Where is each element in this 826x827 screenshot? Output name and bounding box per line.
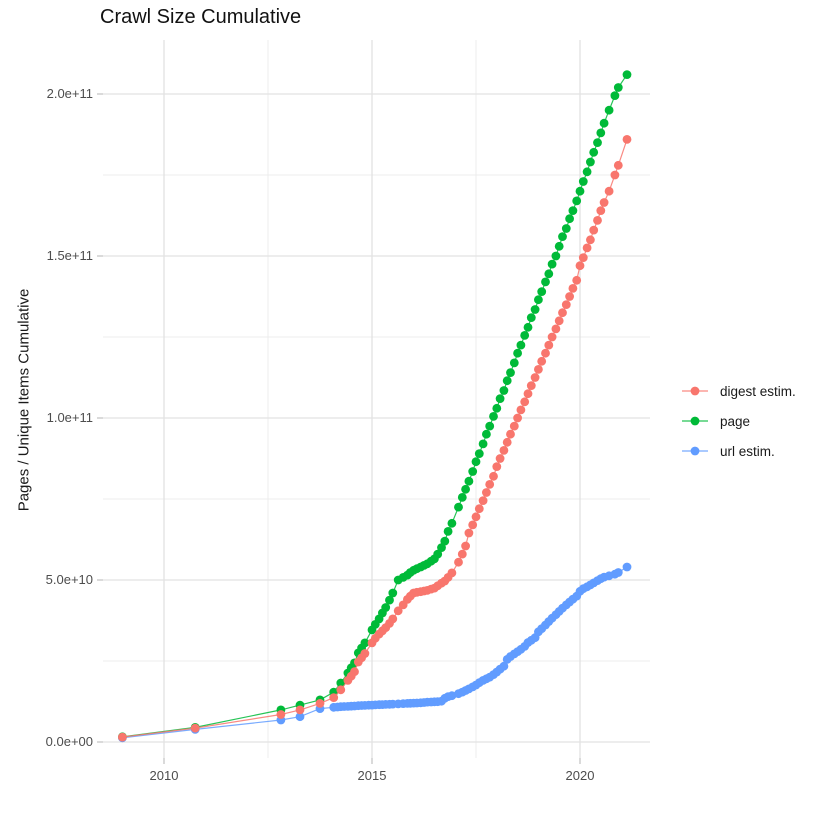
y-tick-label-0: 0.0e+00 [45, 734, 93, 749]
y-tick-label-1e11: 1.0e+11 [46, 410, 93, 425]
minor-gridlines [103, 40, 650, 758]
data-series-layer [118, 70, 632, 743]
x-tick-label-2010: 2010 [149, 768, 179, 783]
legend-key-digest-estim [682, 386, 708, 396]
y-tick-label-1.5e11: 1.5e+11 [46, 248, 93, 263]
legend-key-dot [690, 416, 700, 426]
legend-key-url-estim [682, 446, 708, 456]
legend: digest estim. page url estim. [681, 381, 796, 471]
legend-label-page: page [720, 413, 751, 429]
legend-row-url-estim: url estim. [681, 441, 796, 461]
chart-title: Crawl Size Cumulative [100, 6, 302, 28]
axis-tick-marks [97, 93, 581, 764]
y-tick-label-2e11: 2.0e+11 [46, 86, 93, 101]
legend-label-url-estim: url estim. [720, 443, 775, 459]
legend-key-page [682, 416, 708, 426]
legend-label-digest-estim: digest estim. [720, 383, 796, 399]
legend-key-dot [690, 446, 700, 456]
y-tick-label-5e10: 5.0e+10 [45, 572, 93, 587]
legend-key-dot [690, 386, 700, 396]
x-tick-label-2020: 2020 [565, 768, 595, 783]
y-axis-title: Pages / Unique Items Cumulative [15, 288, 33, 512]
x-tick-label-2015: 2015 [357, 768, 387, 783]
legend-row-page: page [681, 411, 796, 431]
legend-row-digest-estim: digest estim. [681, 381, 796, 401]
major-gridlines [103, 40, 650, 758]
